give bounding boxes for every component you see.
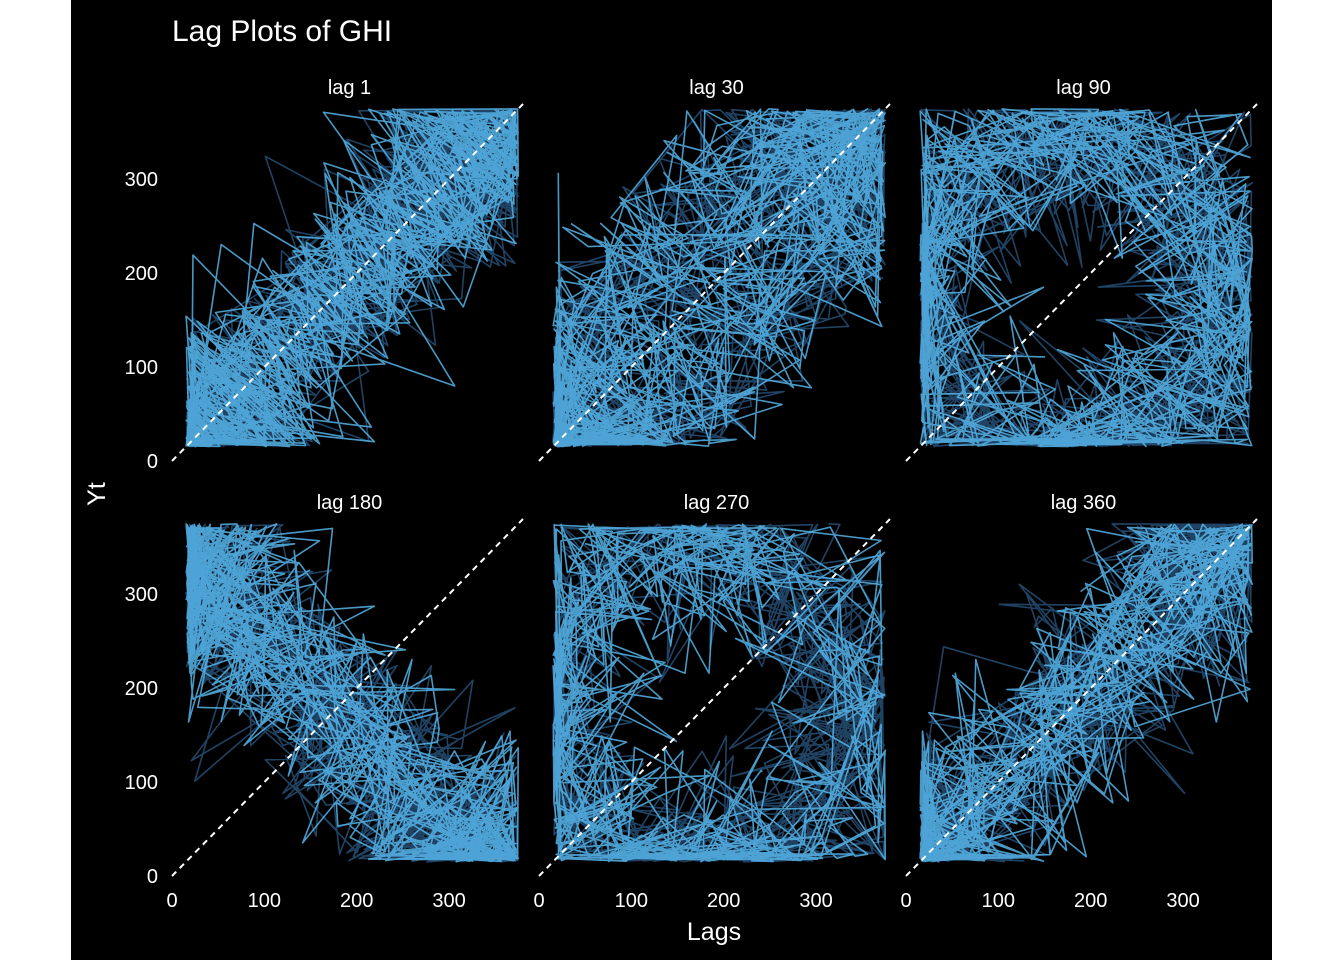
panel-lag-1: lag 1 0 100 200 300 [125, 77, 524, 473]
x-tick-label: 100 [982, 890, 1015, 912]
y-tick-label: 0 [147, 451, 158, 473]
x-tick-label: 100 [615, 890, 648, 912]
y-tick-label: 0 [147, 866, 158, 888]
panel-lag-180: lag 180 0 100 200 300 0 100 200 300 [125, 492, 524, 912]
x-tick-label: 0 [533, 890, 544, 912]
chart-title: Lag Plots of GHI [172, 15, 392, 48]
lag-series-line-late [919, 523, 1253, 863]
x-axis-label: Lags [687, 918, 741, 946]
panel-label: lag 30 [689, 77, 744, 99]
x-tick-label: 200 [707, 890, 740, 912]
panel-lag-360: lag 360 0 100 200 300 [900, 492, 1258, 912]
y-tick-label: 300 [125, 584, 158, 606]
x-tick-label: 0 [166, 890, 177, 912]
y-tick-label: 100 [125, 357, 158, 379]
lag-series-line-late [552, 108, 886, 448]
panel-label: lag 180 [317, 492, 383, 514]
lag-series-line-late [552, 523, 886, 863]
x-tick-label: 300 [432, 890, 465, 912]
x-tick-label: 0 [900, 890, 911, 912]
y-axis-label: Yt [83, 482, 111, 506]
x-tick-label: 300 [799, 890, 832, 912]
x-tick-label: 200 [340, 890, 373, 912]
panel-lag-90: lag 90 [905, 77, 1258, 462]
lag-series-line-late [185, 108, 519, 448]
panel-label: lag 1 [328, 77, 371, 99]
y-tick-label: 200 [125, 678, 158, 700]
panel-label: lag 90 [1056, 77, 1111, 99]
panel-label: lag 270 [684, 492, 750, 514]
y-tick-label: 200 [125, 263, 158, 285]
panel-label: lag 360 [1051, 492, 1117, 514]
panel-lag-30: lag 30 [538, 77, 891, 462]
lag-series-line-late [185, 523, 519, 863]
lag-series-line-late [919, 108, 1253, 448]
panel-lag-270: lag 270 0 100 200 300 [533, 492, 891, 912]
x-tick-label: 200 [1074, 890, 1107, 912]
y-tick-label: 100 [125, 772, 158, 794]
x-tick-label: 100 [248, 890, 281, 912]
x-tick-label: 300 [1166, 890, 1199, 912]
y-tick-label: 300 [125, 169, 158, 191]
